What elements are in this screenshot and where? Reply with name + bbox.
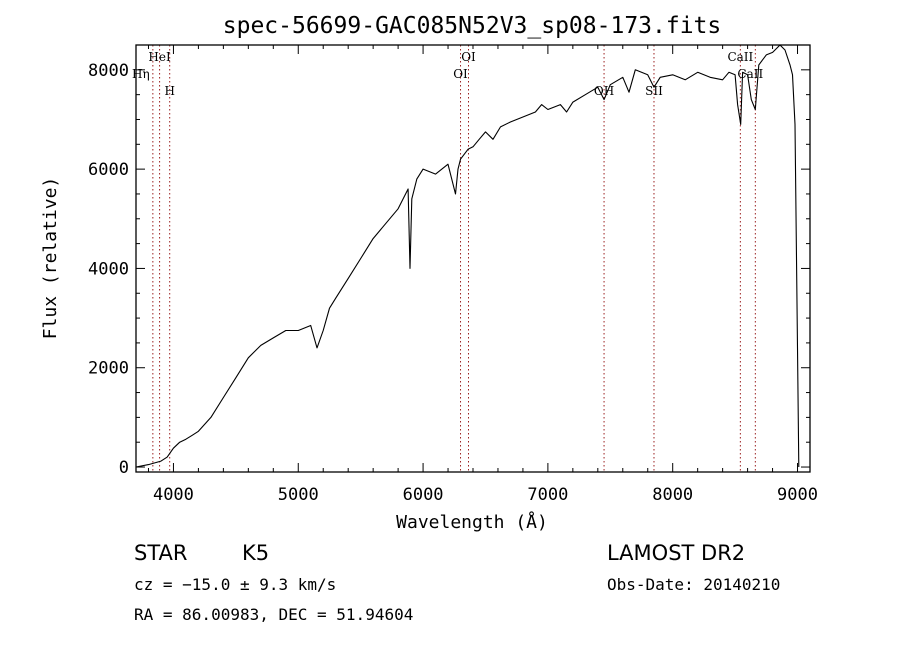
- spectral-line-label: CaII: [727, 50, 753, 64]
- x-tick-label: 4000: [153, 485, 194, 505]
- chart-title: spec-56699-GAC085N52V3_sp08-173.fits: [223, 13, 722, 39]
- y-tick-label: 6000: [88, 160, 129, 180]
- x-tick-label: 6000: [403, 485, 444, 505]
- y-tick-label: 8000: [88, 61, 129, 81]
- x-axis-label: Wavelength (Å): [396, 511, 548, 533]
- spectral-line-labels: Hη HeI H OI OI OH SII CaII CaII: [132, 50, 763, 98]
- y-tick-label: 2000: [88, 359, 129, 379]
- y-axis-ticks: 0 2000 4000 6000 8000: [88, 61, 810, 478]
- spectral-line-label: OI: [461, 50, 476, 64]
- data-release: LAMOST DR2: [607, 541, 745, 565]
- x-tick-label: 9000: [777, 485, 818, 505]
- y-axis-label: Flux (relative): [40, 177, 61, 340]
- coordinates: RA = 86.00983, DEC = 51.94604: [134, 605, 413, 624]
- x-tick-label: 8000: [652, 485, 693, 505]
- x-axis-ticks: 4000 5000 6000 7000 8000 9000: [147, 45, 818, 505]
- spectral-line-label: CaII: [737, 67, 763, 81]
- object-subclass: K5: [242, 541, 269, 565]
- x-tick-label: 5000: [278, 485, 319, 505]
- flux-series-line: [135, 44, 800, 468]
- y-tick-label: 4000: [88, 259, 129, 279]
- x-tick-label: 7000: [527, 485, 568, 505]
- object-class: STAR: [134, 541, 187, 565]
- spectral-lines: [152, 45, 756, 472]
- plot-frame: [135, 44, 811, 473]
- spectral-line-label: OH: [594, 84, 614, 98]
- redshift-velocity: cz = −15.0 ± 9.3 km/s: [134, 575, 336, 594]
- spectral-line-label: OI: [453, 67, 468, 81]
- spectral-line-label: HeI: [148, 50, 171, 64]
- spectral-line-label: H: [164, 84, 174, 98]
- observation-date: Obs-Date: 20140210: [607, 575, 780, 594]
- spectral-line-label: Hη: [132, 67, 150, 81]
- y-tick-label: 0: [119, 458, 129, 478]
- spectral-line-label: SII: [645, 84, 663, 98]
